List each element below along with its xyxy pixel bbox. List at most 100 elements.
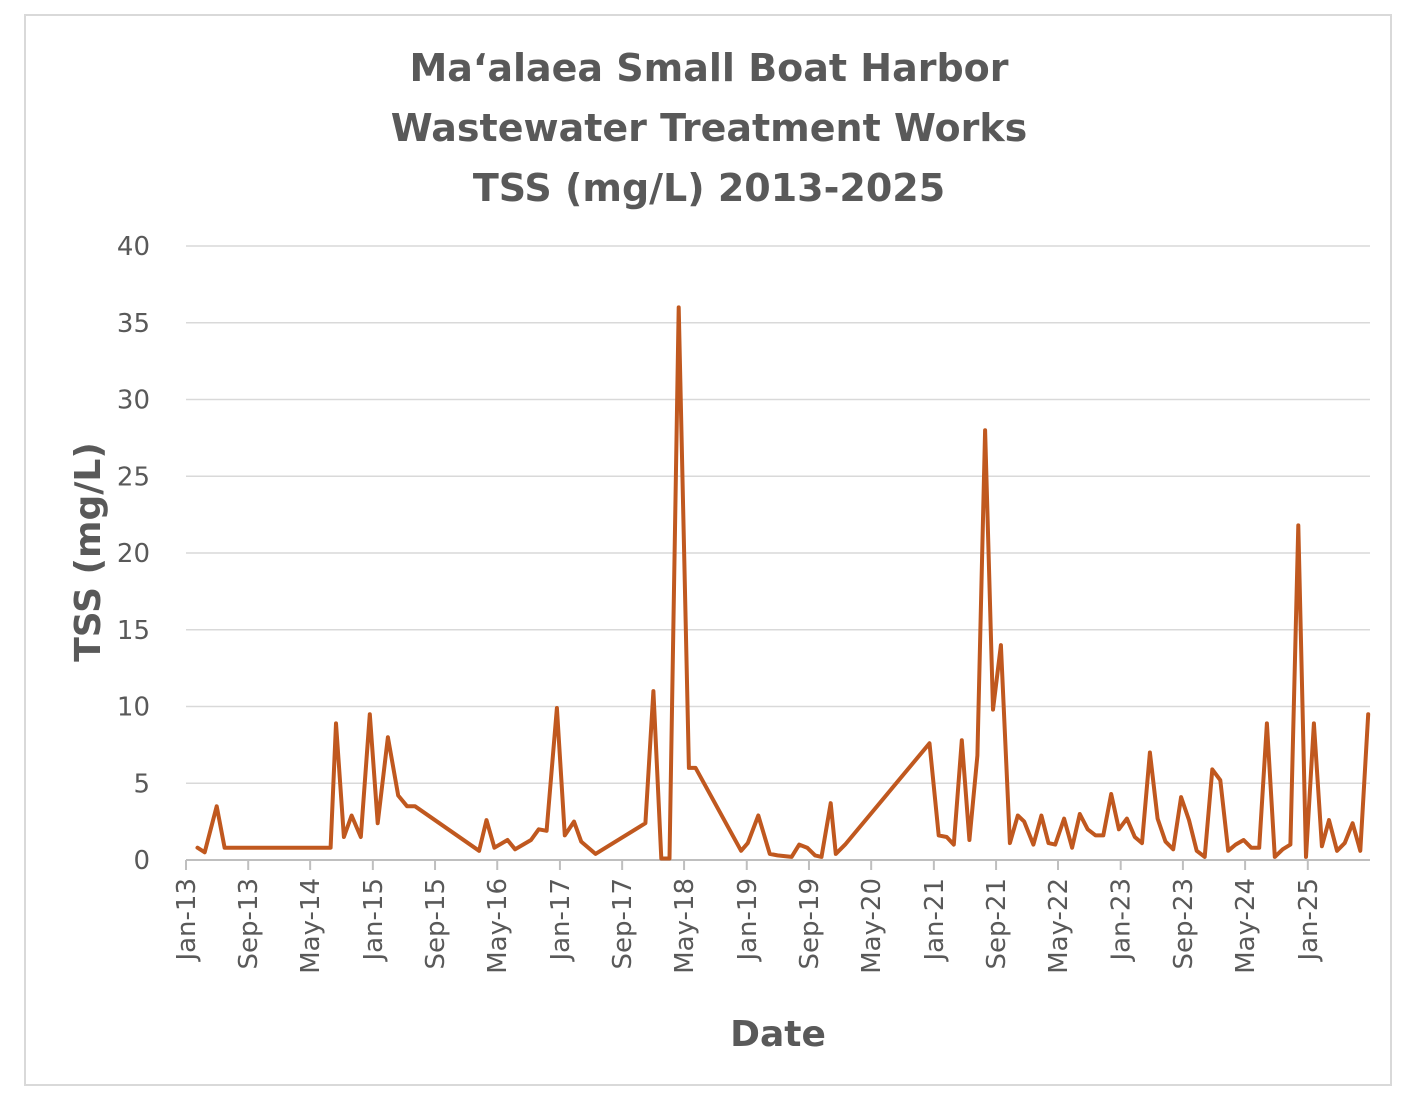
data-point — [1195, 849, 1199, 853]
data-point — [945, 835, 949, 839]
data-point — [477, 849, 481, 853]
data-point — [1022, 820, 1026, 824]
data-point — [203, 850, 207, 854]
data-point — [1117, 827, 1121, 831]
data-point — [1140, 841, 1144, 845]
data-point — [1265, 721, 1269, 725]
data-point — [563, 833, 567, 837]
y-tick-label: 15 — [117, 616, 150, 646]
x-tick-label: Jan-15 — [359, 878, 389, 963]
x-tick-label: Jan-23 — [1107, 878, 1137, 963]
y-tick-label: 10 — [117, 693, 150, 723]
chart-title-line-2: Wastewater Treatment Works — [390, 106, 1028, 150]
data-point — [659, 857, 663, 860]
data-point — [1218, 778, 1222, 782]
data-point — [405, 804, 409, 808]
data-point — [350, 814, 354, 817]
data-point — [1288, 843, 1292, 847]
data-point — [334, 721, 338, 725]
data-point — [1070, 846, 1074, 850]
data-point — [952, 843, 956, 847]
data-point — [342, 835, 346, 839]
data-point — [790, 855, 794, 859]
data-point — [967, 838, 971, 842]
y-tick-label: 20 — [117, 539, 150, 569]
x-tick-label: May-22 — [1044, 878, 1074, 974]
data-point — [1039, 814, 1043, 817]
data-point — [1171, 847, 1175, 851]
x-tick-label: May-16 — [483, 878, 513, 974]
data-point — [215, 804, 219, 808]
x-tick-label: Sep-15 — [421, 878, 451, 969]
data-point — [506, 838, 509, 842]
data-point — [1016, 814, 1020, 817]
data-point — [537, 827, 541, 831]
data-point — [960, 738, 964, 742]
x-tick-label: May-20 — [857, 878, 887, 974]
data-point — [513, 847, 517, 851]
y-tick-labels: 0 5 10 15 20 25 30 35 40 — [117, 232, 150, 876]
y-tick-label: 35 — [117, 309, 150, 339]
data-point — [834, 852, 838, 856]
y-tick-label: 5 — [133, 769, 150, 799]
data-point — [329, 846, 333, 850]
data-point — [928, 741, 931, 745]
data-point — [1296, 523, 1300, 527]
data-point — [776, 853, 779, 857]
data-point — [413, 804, 417, 808]
data-point — [991, 708, 995, 712]
data-point — [1281, 847, 1285, 851]
data-point — [1164, 840, 1167, 844]
data-point — [768, 852, 772, 856]
data-point — [594, 852, 597, 856]
data-point — [1062, 817, 1066, 821]
data-point — [579, 840, 583, 844]
data-point — [677, 305, 681, 309]
chart-title: Ma‘alaea Small Boat Harbor Wastewater Tr… — [0, 38, 1418, 218]
data-point — [1101, 833, 1105, 837]
x-tick-label: Jan-13 — [172, 878, 202, 963]
data-point — [937, 833, 941, 837]
x-tick-label: Sep-17 — [608, 878, 638, 969]
x-tick-label: Sep-21 — [982, 878, 1012, 969]
data-point — [396, 794, 400, 797]
data-point — [1179, 795, 1183, 799]
chart-frame — [24, 14, 1392, 1086]
data-point — [843, 843, 847, 847]
data-point — [555, 706, 559, 710]
data-point — [1094, 833, 1098, 837]
data-point — [805, 846, 809, 850]
data-point — [1078, 812, 1082, 816]
data-point — [739, 849, 743, 853]
data-point — [1148, 751, 1152, 754]
data-point — [1358, 849, 1362, 853]
x-tick-label: Jan-21 — [920, 878, 950, 963]
data-point — [376, 821, 380, 825]
gridlines — [186, 245, 1370, 861]
data-point — [196, 846, 199, 850]
data-point — [1053, 843, 1057, 847]
data-point — [1327, 818, 1331, 822]
data-point — [1234, 843, 1238, 847]
data-point — [529, 838, 533, 842]
data-point — [1203, 855, 1207, 859]
y-axis-title: TSS (mg/L) — [68, 442, 109, 662]
data-point — [651, 689, 655, 693]
x-tick-label: May-24 — [1231, 878, 1261, 974]
data-point — [813, 853, 817, 857]
data-point — [545, 829, 549, 833]
data-point — [485, 818, 488, 822]
data-point — [694, 766, 698, 770]
y-tick-label: 25 — [117, 462, 150, 492]
data-point — [492, 846, 496, 850]
data-point — [1187, 818, 1191, 822]
x-tick-label: May-18 — [670, 878, 700, 974]
data-point — [829, 801, 833, 805]
data-point — [572, 820, 576, 824]
data-point — [820, 855, 823, 859]
data-point — [1320, 844, 1324, 848]
data-point — [1242, 838, 1246, 842]
data-point — [223, 846, 227, 850]
chart-title-line-1: Ma‘alaea Small Boat Harbor — [409, 46, 1009, 90]
